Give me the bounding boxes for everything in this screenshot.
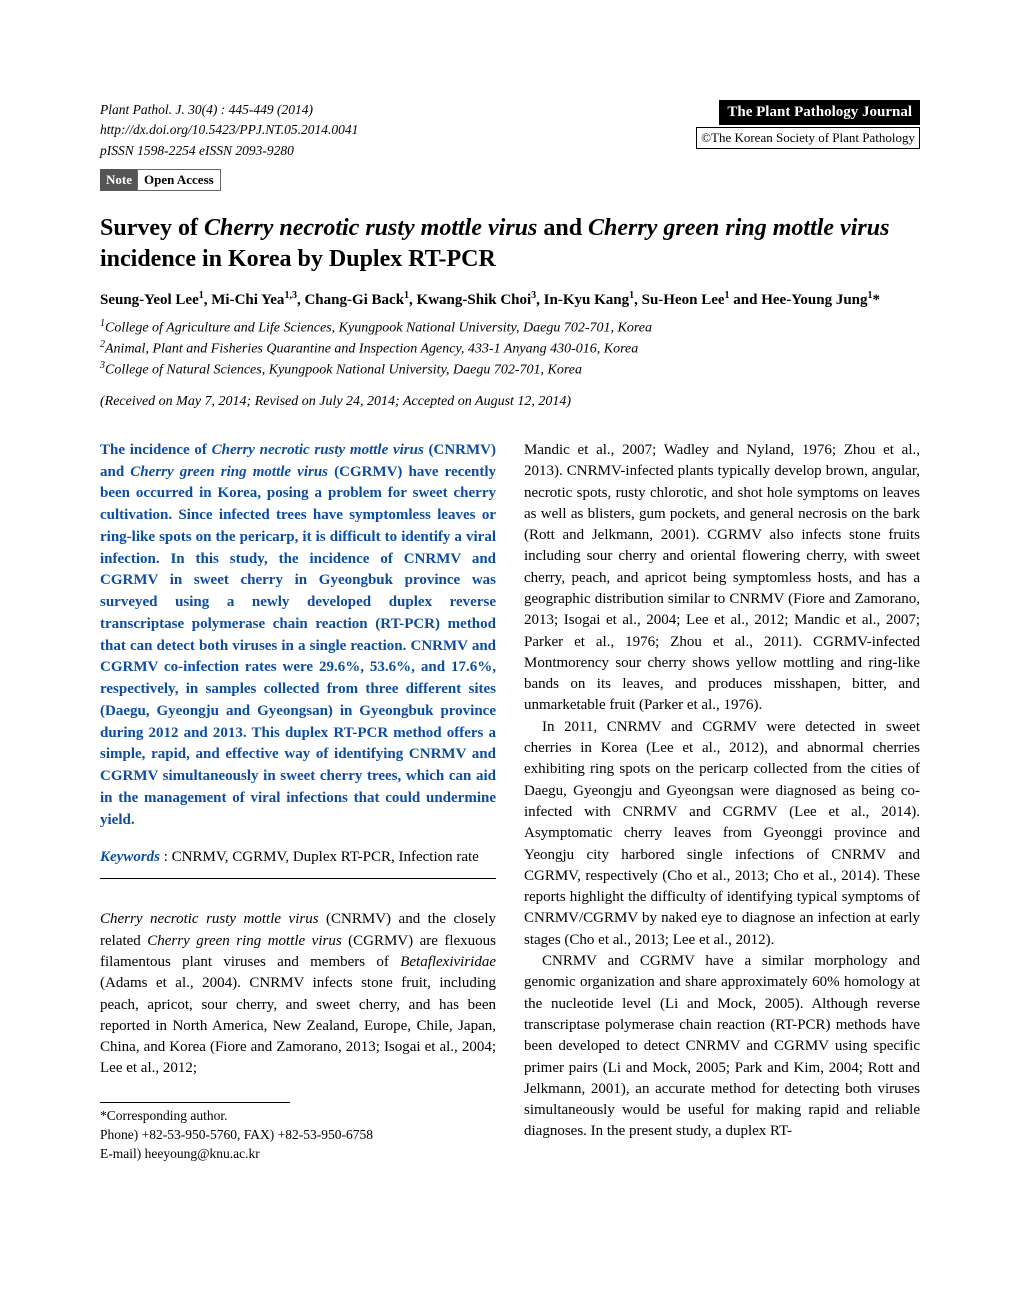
title-species-1: Cherry necrotic rusty mottle virus [204,215,537,241]
author-1: Seung-Yeol Lee [100,292,199,308]
two-column-layout: The incidence of Cherry necrotic rusty m… [100,440,920,1164]
left-column: The incidence of Cherry necrotic rusty m… [100,440,496,1164]
keywords-colon: : [160,849,172,865]
aff3-text: College of Natural Sciences, Kyungpook N… [105,363,582,378]
body-sp2: Cherry green ring mottle virus [147,933,341,949]
affiliations: 1College of Agriculture and Life Science… [100,317,920,381]
note-badge: Note [100,169,138,191]
title-species-2: Cherry green ring mottle virus [588,215,889,241]
journal-name-box: The Plant Pathology Journal [719,100,920,125]
author-3: , Chang-Gi Back [297,292,404,308]
body-right-para-2: In 2011, CNRMV and CGRMV were detected i… [524,717,920,951]
author-2-aff: 1,3 [284,290,297,301]
corresponding-author: *Corresponding author. [100,1107,496,1126]
header-right: The Plant Pathology Journal ©The Korean … [696,100,920,149]
title-mid: and [537,215,588,241]
phone-fax: Phone) +82-53-950-5760, FAX) +82-53-950-… [100,1126,496,1145]
abs-sp2: Cherry green ring mottle virus [130,464,328,480]
footer-divider [100,1102,290,1103]
affiliation-3: 3College of Natural Sciences, Kyungpook … [100,359,920,380]
abstract: The incidence of Cherry necrotic rusty m… [100,440,496,832]
abs-sp1: Cherry necrotic rusty mottle virus [212,442,424,458]
article-title: Survey of Cherry necrotic rusty mottle v… [100,213,920,275]
keywords-label: Keywords [100,849,160,865]
dates-line: (Received on May 7, 2014; Revised on Jul… [100,392,920,412]
abs-p3: (CGRMV) have recently been occurred in K… [100,464,496,828]
author-7: and Hee-Young Jung [730,292,868,308]
right-column: Mandic et al., 2007; Wadley and Nyland, … [524,440,920,1164]
affiliation-1: 1College of Agriculture and Life Science… [100,317,920,338]
body-right-para-1: Mandic et al., 2007; Wadley and Nyland, … [524,440,920,717]
open-access-badge: Open Access [137,169,221,191]
citation-line: Plant Pathol. J. 30(4) : 445-449 (2014) [100,100,358,120]
body-sp3: Betaflexiviridae [400,954,496,970]
title-suffix: incidence in Korea by Duplex RT-PCR [100,246,496,272]
author-4: , Kwang-Shik Choi [409,292,531,308]
aff1-text: College of Agriculture and Life Sciences… [105,320,652,335]
header-row: Plant Pathol. J. 30(4) : 445-449 (2014) … [100,100,920,161]
header-left: Plant Pathol. J. 30(4) : 445-449 (2014) … [100,100,358,161]
aff2-text: Animal, Plant and Fisheries Quarantine a… [105,341,638,356]
email: E-mail) heeyoung@knu.ac.kr [100,1145,496,1164]
keywords-divider [100,878,496,879]
note-badge-row: NoteOpen Access [100,169,920,191]
keywords: Keywords : CNRMV, CGRMV, Duplex RT-PCR, … [100,847,496,868]
body-right-para-3: CNRMV and CGRMV have a similar morpholog… [524,951,920,1143]
author-2: , Mi-Chi Yea [204,292,285,308]
author-6: , Su-Heon Lee [634,292,724,308]
authors-line: Seung-Yeol Lee1, Mi-Chi Yea1,3, Chang-Gi… [100,289,920,310]
corresponding-star: * [873,292,881,308]
keywords-text: CNRMV, CGRMV, Duplex RT-PCR, Infection r… [172,849,479,865]
author-5: , In-Kyu Kang [536,292,629,308]
footer-block: *Corresponding author. Phone) +82-53-950… [100,1107,496,1164]
title-prefix: Survey of [100,215,204,241]
body-left-para-1: Cherry necrotic rusty mottle virus (CNRM… [100,909,496,1079]
affiliation-2: 2Animal, Plant and Fisheries Quarantine … [100,338,920,359]
doi-line: http://dx.doi.org/10.5423/PPJ.NT.05.2014… [100,120,358,140]
society-line: ©The Korean Society of Plant Pathology [696,127,920,149]
body-t3: (Adams et al., 2004). CNRMV infects ston… [100,975,496,1076]
body-sp1: Cherry necrotic rusty mottle virus [100,911,319,927]
abs-p1: The incidence of [100,442,212,458]
issn-line: pISSN 1598-2254 eISSN 2093-9280 [100,141,358,161]
